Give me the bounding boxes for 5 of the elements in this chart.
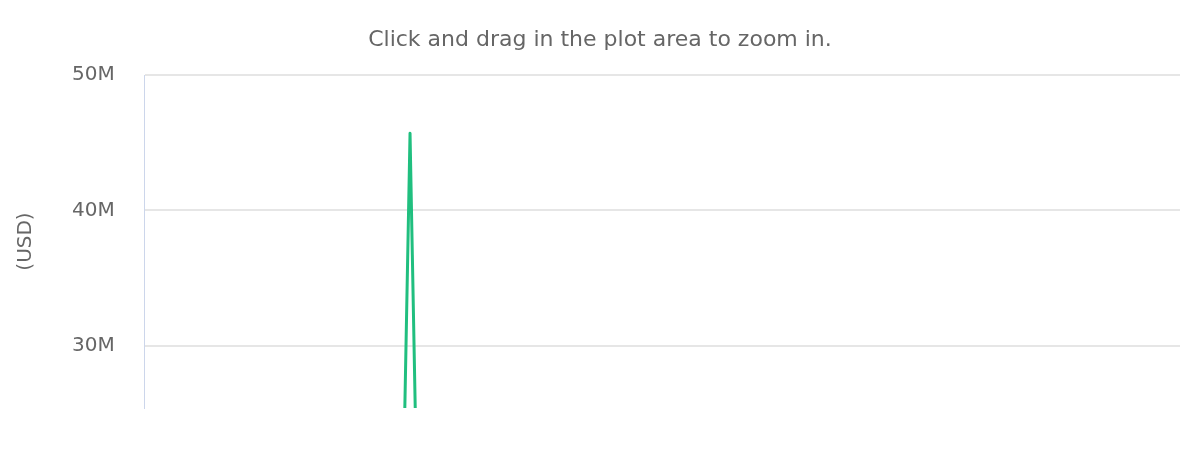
y-axis-title: (USD): [12, 212, 37, 271]
y-tick-label: 30M: [71, 331, 115, 356]
y-tick-label: 50M: [71, 61, 115, 86]
y-tick-label: 40M: [71, 196, 115, 221]
chart-subtitle: Click and drag in the plot area to zoom in.: [367, 26, 833, 51]
